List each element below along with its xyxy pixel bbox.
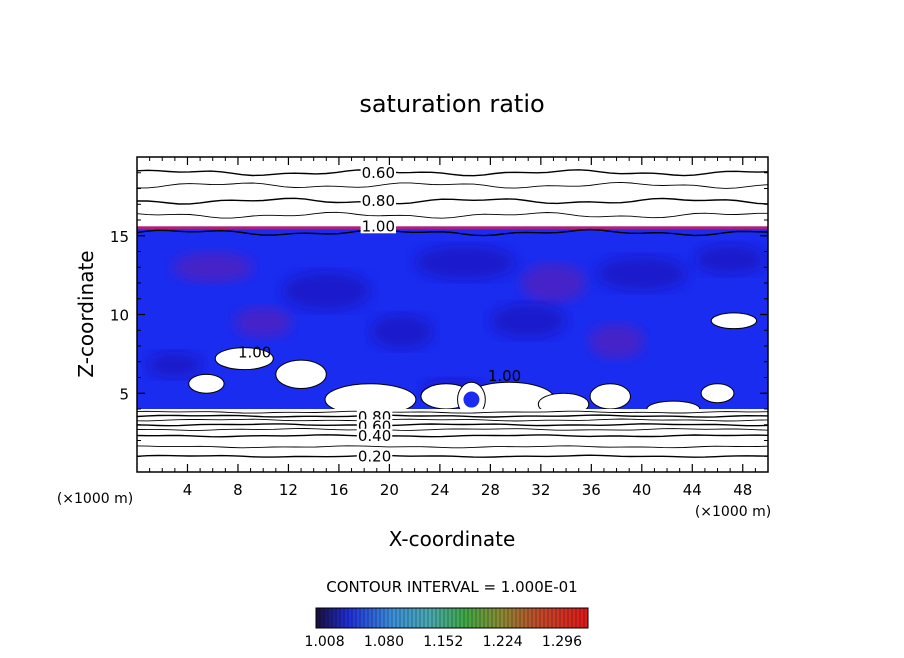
x-tick-label: 12: [279, 481, 298, 499]
contour-label-bg: [360, 219, 397, 234]
contour-label-bg: [356, 449, 393, 464]
contour-label-bg: [356, 428, 393, 443]
contour-label: 0.20: [358, 447, 391, 465]
x-tick-label: 20: [380, 481, 399, 499]
shade-patch: [172, 251, 254, 283]
shade-patch: [588, 323, 645, 359]
x-tick-label: 4: [183, 481, 193, 499]
contour-label: 0.60: [362, 164, 395, 182]
contour-line: [137, 428, 768, 431]
contour-line: [137, 414, 768, 418]
contour-line: [137, 423, 768, 427]
contour-line: [137, 410, 768, 414]
contour-label: 0.80: [362, 192, 395, 210]
x-tick-label: 36: [582, 481, 601, 499]
colorbar-tick-label: 1.224: [483, 634, 523, 650]
contour-line: [137, 445, 768, 449]
colorbar-tick-label: 1.152: [423, 634, 463, 650]
x-tick-label: 40: [632, 481, 651, 499]
chart-title: saturation ratio: [359, 90, 544, 118]
x-tick-label: 8: [233, 481, 243, 499]
x-tick-label: 44: [683, 481, 702, 499]
shade-patch: [694, 243, 766, 275]
contour-line: [137, 418, 768, 422]
contour-label-bg: [360, 194, 397, 209]
colorbar-tick-label: 1.080: [364, 634, 404, 650]
y-tick-label: 10: [110, 307, 129, 325]
contour-label: 1.00: [238, 343, 271, 361]
subsat-pocket: [214, 347, 274, 371]
contour-line: [137, 197, 768, 205]
lower-subsat-region: [137, 409, 768, 472]
contour-label: 1.00: [488, 367, 521, 385]
subsat-pocket: [589, 383, 631, 410]
y-tick-label: 15: [110, 228, 129, 246]
shade-patch: [596, 255, 688, 292]
shade-patch: [520, 263, 587, 303]
contour-line: [137, 228, 768, 237]
pocket-core: [463, 391, 480, 408]
shade-patch: [147, 351, 203, 379]
shade-patch: [414, 244, 516, 281]
contour-line: [137, 169, 768, 177]
y-tick-label: 5: [119, 385, 129, 403]
x-tick-label: 24: [430, 481, 449, 499]
shade-patch: [282, 271, 371, 311]
contour-label: 1.00: [362, 217, 395, 235]
x-axis-label: X-coordinate: [389, 527, 516, 551]
plot-area: 0.600.801.001.001.000.800.600.400.20: [137, 164, 768, 472]
contour-line: [137, 211, 768, 219]
contour-label: 0.40: [358, 427, 391, 445]
x-unit-label: (×1000 m): [695, 504, 771, 520]
x-tick-label: 16: [329, 481, 348, 499]
shade-patch: [490, 303, 567, 339]
x-tick-label: 48: [733, 481, 752, 499]
x-tick-label: 28: [481, 481, 500, 499]
colorbar-tick-label: 1.296: [542, 634, 582, 650]
subsat-pocket: [188, 373, 225, 394]
contour-line: [137, 434, 768, 438]
contour-line: [137, 454, 768, 458]
y-axis-label: Z-coordinate: [74, 250, 98, 377]
subsat-pocket: [700, 383, 735, 404]
subsat-pocket: [710, 312, 758, 330]
x-tick-label: 32: [531, 481, 550, 499]
subsat-pocket: [275, 359, 327, 390]
colorbar-tick-label: 1.008: [305, 634, 345, 650]
contour-line: [137, 181, 768, 189]
shade-patch: [234, 306, 293, 338]
colorbar: 1.008 1.080 1.152 1.224 1.296: [305, 607, 589, 650]
y-unit-label: (×1000 m): [57, 491, 133, 507]
contour-interval-text: CONTOUR INTERVAL = 1.000E-01: [326, 578, 577, 596]
shade-patch: [370, 314, 434, 350]
contour-label-bg: [360, 165, 397, 180]
